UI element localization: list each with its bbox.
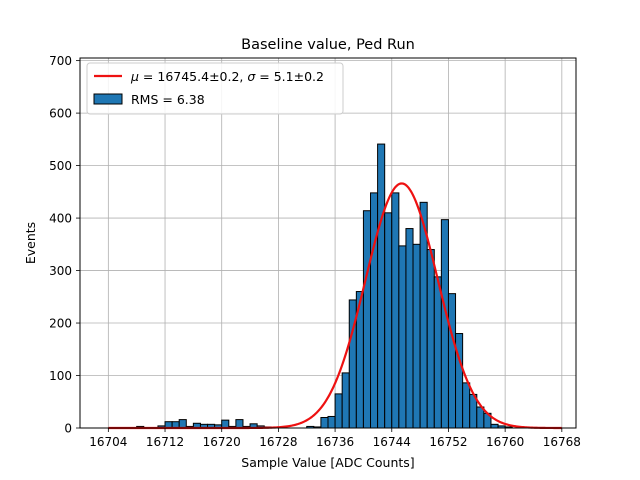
chart-title: Baseline value, Ped Run bbox=[241, 37, 415, 53]
x-axis-label: Sample Value [ADC Counts] bbox=[241, 455, 414, 470]
y-tick-label: 500 bbox=[49, 159, 72, 173]
legend-box bbox=[86, 62, 344, 115]
y-tick-label: 100 bbox=[49, 369, 72, 383]
histogram-bar bbox=[476, 406, 485, 429]
histogram-bar bbox=[405, 228, 414, 429]
histogram-bar bbox=[433, 276, 442, 429]
y-tick-label: 600 bbox=[49, 107, 72, 121]
legend-sigma-value: = 5.1±0.2 bbox=[255, 69, 324, 84]
histogram-bar bbox=[221, 419, 230, 429]
histogram-bar bbox=[384, 212, 393, 429]
histogram-bar bbox=[440, 219, 449, 429]
legend-sigma-symbol: σ bbox=[247, 69, 256, 84]
x-axis-ticks: 16704 16712 16720 16728 16736 16744 16752 16760… bbox=[89, 428, 581, 449]
y-tick-label: 700 bbox=[49, 54, 72, 68]
histogram-bar bbox=[462, 382, 471, 429]
legend-mu-value: = 16745.4±0.2, bbox=[139, 69, 247, 84]
histogram-bar bbox=[341, 372, 350, 429]
histogram-bar bbox=[490, 423, 499, 429]
x-tick-label: 16744 bbox=[373, 435, 411, 449]
y-tick-label: 400 bbox=[49, 212, 72, 226]
x-tick-label: 16752 bbox=[429, 435, 467, 449]
y-tick-label: 300 bbox=[49, 264, 72, 278]
x-tick-label: 16704 bbox=[89, 435, 127, 449]
x-tick-label: 16760 bbox=[486, 435, 524, 449]
y-axis-label: Events bbox=[23, 222, 38, 264]
histogram-bar bbox=[327, 415, 336, 429]
legend-fit-label: μ = 16745.4±0.2, σ = 5.1±0.2 bbox=[130, 69, 324, 84]
y-tick-label: 0 bbox=[64, 422, 72, 436]
legend-histogram-label: RMS = 6.38 bbox=[131, 92, 205, 107]
legend: μ = 16745.4±0.2, σ = 5.1±0.2 RMS = 6.38 bbox=[86, 62, 344, 115]
x-tick-label: 16728 bbox=[259, 435, 297, 449]
x-tick-label: 16712 bbox=[146, 435, 184, 449]
histogram-bar bbox=[447, 293, 457, 429]
legend-histogram-swatch bbox=[93, 93, 123, 105]
legend-mu-symbol: μ bbox=[130, 69, 139, 84]
x-tick-label: 16720 bbox=[203, 435, 241, 449]
histogram-bar bbox=[377, 143, 386, 429]
histogram-bar bbox=[412, 243, 421, 429]
y-axis-ticks: 0 100 200 300 400 500 600 700 bbox=[49, 54, 80, 436]
y-tick-label: 200 bbox=[49, 317, 72, 331]
x-tick-label: 16768 bbox=[543, 435, 581, 449]
histogram-bar bbox=[178, 419, 187, 429]
histogram-bar bbox=[334, 393, 343, 429]
plot-frame bbox=[79, 57, 577, 429]
histogram-bar bbox=[362, 210, 372, 429]
x-tick-label: 16736 bbox=[316, 435, 354, 449]
histogram-bar bbox=[235, 419, 244, 429]
histogram-bar bbox=[391, 192, 400, 429]
histogram-bars bbox=[136, 143, 513, 429]
histogram-bar bbox=[426, 249, 435, 429]
histogram-bar bbox=[370, 192, 379, 429]
histogram-bar bbox=[398, 245, 407, 429]
histogram-bar bbox=[320, 417, 329, 429]
